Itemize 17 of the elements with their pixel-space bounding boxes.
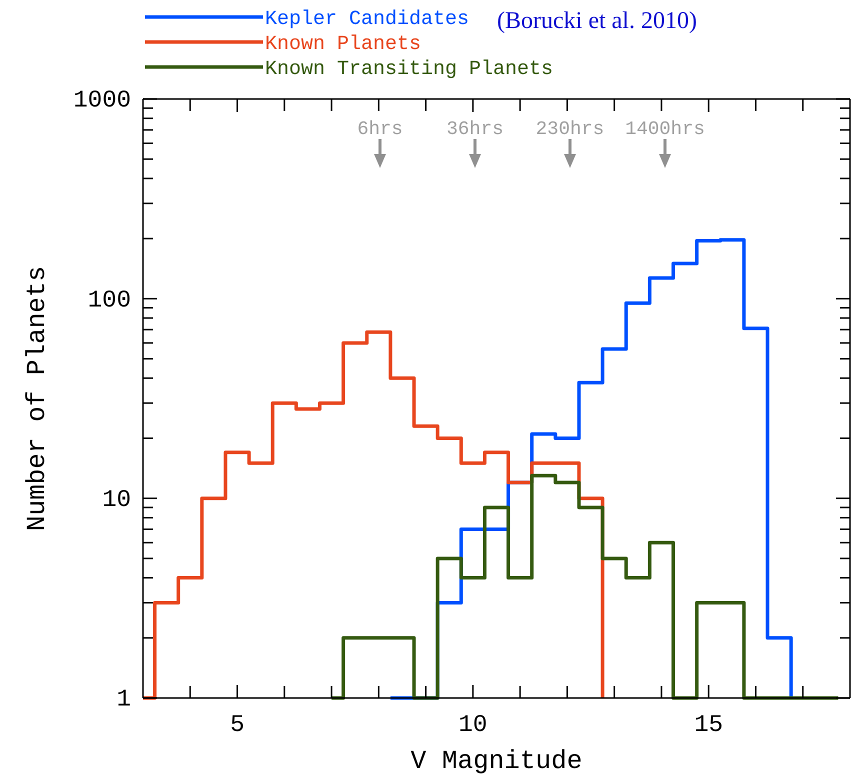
- text: Known Planets: [265, 33, 422, 56]
- text: Kepler Candidates: [265, 8, 470, 31]
- annotation: 1400hrs: [625, 118, 705, 140]
- annotation: 6hrs: [357, 118, 403, 140]
- y-tick-label: 1000: [73, 88, 131, 115]
- x-tick-label: 15: [694, 712, 724, 740]
- annotation: 230hrs: [536, 118, 604, 140]
- x-tick-label: 5: [230, 712, 244, 740]
- y-tick-label: 100: [88, 287, 131, 314]
- annotation: 36hrs: [446, 118, 504, 140]
- y-tick-label: 10: [102, 487, 131, 514]
- y-tick-label: 1: [116, 686, 131, 714]
- text: (Borucki et al. 2010): [497, 8, 697, 34]
- y-axis-title: Number of Planets: [22, 266, 52, 532]
- x-axis-title: V Magnitude: [410, 746, 582, 775]
- x-tick-label: 10: [458, 712, 488, 740]
- text: Known Transiting Planets: [265, 58, 554, 81]
